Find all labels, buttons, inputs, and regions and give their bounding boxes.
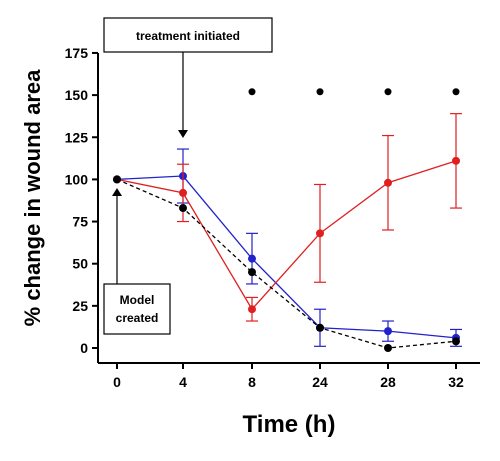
significance-dot (384, 88, 392, 96)
x-tick-label: 0 (113, 374, 121, 390)
annotation-model-created: Model created (103, 188, 171, 335)
significance-dot (316, 88, 324, 96)
significance-markers (248, 88, 460, 96)
y-tick-label: 50 (72, 256, 88, 272)
x-tick-label: 28 (380, 374, 396, 390)
data-point (179, 204, 187, 213)
series-line (116, 178, 457, 349)
y-tick-label: 25 (72, 298, 88, 314)
x-tick-label: 4 (179, 374, 187, 390)
data-point (248, 305, 256, 314)
arrow-head (112, 188, 122, 196)
y-tick-label: 125 (65, 129, 89, 145)
arrow-head (178, 130, 188, 138)
y-tick-label: 75 (72, 214, 88, 230)
annotation-box (103, 283, 171, 335)
significance-dot (452, 88, 460, 96)
x-tick-label: 24 (312, 374, 328, 390)
x-tick-label: 32 (448, 374, 464, 390)
annotation-text: created (116, 311, 159, 325)
annotation-box (103, 17, 273, 53)
y-tick-label: 0 (80, 340, 88, 356)
series-line (116, 160, 457, 311)
y-tick-label: 100 (65, 171, 89, 187)
data-point (113, 175, 121, 184)
data-point (248, 268, 256, 277)
data-point (179, 188, 187, 197)
data-point (452, 337, 460, 346)
data-point (384, 327, 392, 336)
series-line (116, 175, 457, 339)
axes: 0 25 50 75 100 125 150 175 0 4 8 24 28 32 (65, 45, 480, 390)
data-point (452, 156, 460, 165)
data-point (384, 178, 392, 187)
data-point (248, 254, 256, 263)
significance-dot (248, 88, 256, 96)
x-axis-title: Time (h) (243, 411, 336, 438)
y-tick-label: 150 (65, 87, 89, 103)
y-tick-label: 175 (65, 45, 89, 61)
y-axis-title: % change in wound area (20, 69, 45, 326)
annotation-treatment-initiated: treatment initiated (103, 17, 273, 138)
annotation-text: treatment initiated (136, 29, 240, 43)
data-point (316, 229, 324, 238)
series-layer (113, 113, 462, 352)
series-1 (113, 113, 462, 322)
annotation-text: Model (120, 293, 155, 307)
series-2 (113, 175, 460, 352)
x-tick-label: 8 (248, 374, 256, 390)
data-point (384, 344, 392, 352)
data-point (316, 323, 324, 332)
